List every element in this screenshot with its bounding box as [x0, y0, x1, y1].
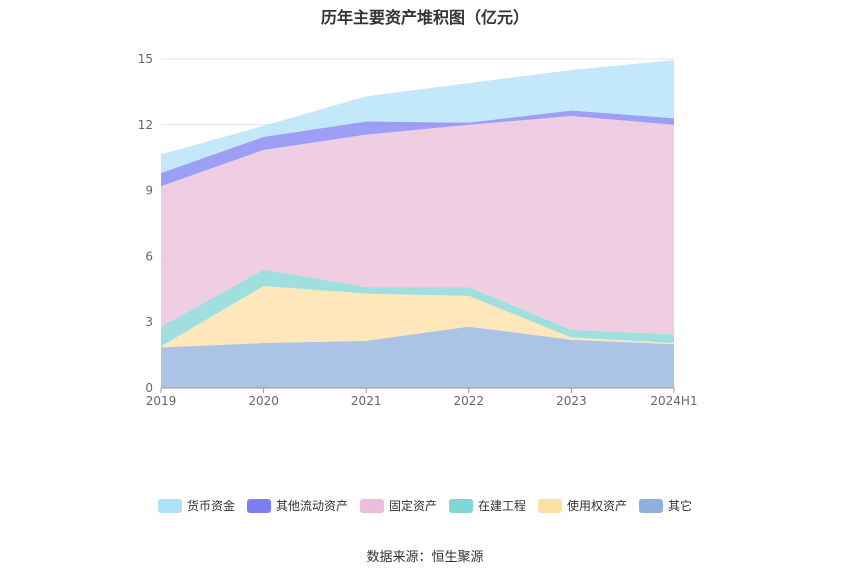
legend-swatch [449, 498, 473, 513]
legend-item[interactable]: 其他流动资产 [246, 497, 348, 514]
legend-item[interactable]: 货币资金 [157, 497, 235, 514]
area-货币资金 [161, 60, 674, 174]
x-tick-label: 2024H1 [650, 394, 697, 408]
y-tick-label: 9 [145, 184, 153, 198]
legend-label: 货币资金 [186, 499, 235, 513]
legend-item[interactable]: 固定资产 [359, 497, 437, 514]
area-series [161, 60, 674, 388]
y-tick-label: 3 [145, 315, 153, 329]
legend-item[interactable]: 其它 [639, 497, 692, 514]
x-tick-label: 2022 [454, 394, 485, 408]
legend-label: 其他流动资产 [275, 499, 348, 513]
data-source: 数据来源：恒生聚源 [366, 550, 484, 565]
legend-swatch [246, 498, 271, 513]
y-tick-label: 6 [145, 249, 153, 263]
y-tick-label: 0 [145, 381, 153, 395]
legend-swatch [157, 498, 182, 513]
chart-title: 历年主要资产堆积图（亿元） [320, 8, 529, 27]
x-tick-label: 2020 [248, 394, 279, 408]
area-其他流动资产 [161, 110, 674, 187]
area-固定资产 [161, 116, 674, 335]
legend-swatch [538, 498, 563, 513]
y-tick-label: 12 [138, 118, 153, 132]
x-tick-label: 2023 [556, 394, 587, 408]
x-tick-label: 2019 [146, 394, 177, 408]
y-tick-label: 15 [138, 52, 153, 66]
legend-label: 固定资产 [388, 499, 437, 513]
legend-label: 在建工程 [478, 499, 527, 513]
axes: 0 3 6 9 12 15 2019 2020 2021 2022 2023 2024H1 [138, 52, 698, 408]
area-使用权资产 [161, 286, 674, 348]
legend-swatch [359, 498, 384, 513]
legend-item[interactable]: 在建工程 [449, 497, 526, 514]
stacked-area-chart: 0 3 6 9 12 15 2019 2020 2021 2022 2023 2024H1 [138, 52, 698, 408]
legend-swatch [639, 498, 664, 513]
area-其它 [161, 326, 674, 388]
area-在建工程 [161, 269, 674, 347]
legend-label: 其它 [668, 499, 693, 513]
x-tick-label: 2021 [351, 394, 382, 408]
legend-item[interactable]: 使用权资产 [538, 497, 627, 514]
chart-legend: 货币资金 其他流动资产 固定资产 在建工程 使用权资产 其它 [0, 497, 850, 514]
legend-label: 使用权资产 [567, 499, 628, 513]
